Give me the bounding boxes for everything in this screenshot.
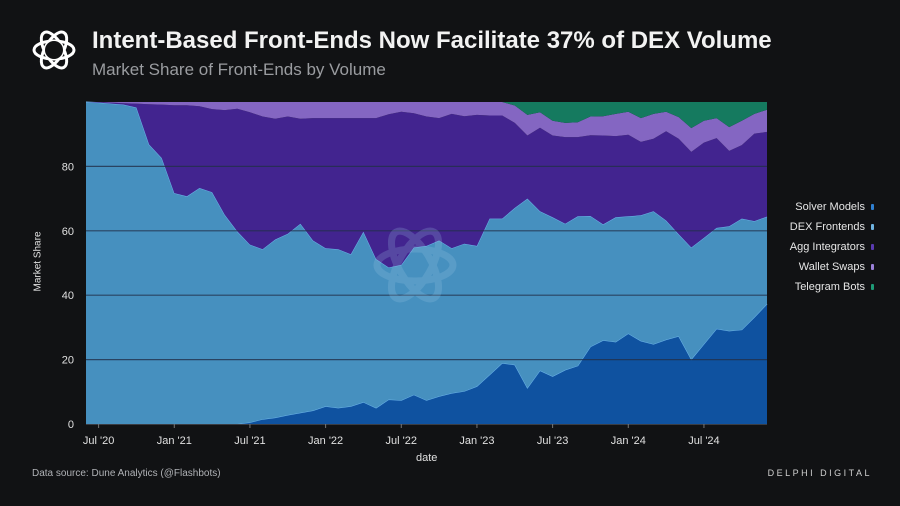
legend: Solver Models DEX Frontends Agg Integrat… <box>790 197 874 297</box>
legend-swatch <box>871 224 874 231</box>
chart-subtitle: Market Share of Front-Ends by Volume <box>92 60 386 79</box>
area-agg-integrators <box>86 102 767 268</box>
areas <box>85 101 768 425</box>
y-tick-label: 40 <box>62 290 74 302</box>
x-tick-label: Jul '21 <box>234 435 265 447</box>
x-axis-label: date <box>416 452 438 464</box>
x-tick-label: Jan '22 <box>308 435 343 447</box>
x-tick-label: Jan '23 <box>459 435 494 447</box>
area-wallet-swaps <box>86 102 767 152</box>
legend-swatch <box>871 284 874 291</box>
x-axis-ticks: Jul '20 Jan '21 Jul '21 Jan '22 Jul '22 Jan '… <box>83 424 720 447</box>
area-telegram-bots <box>86 102 767 129</box>
x-tick-label: Jan '24 <box>611 435 646 447</box>
x-tick-label: Jan '21 <box>157 435 192 447</box>
legend-label: Telegram Bots <box>794 281 865 293</box>
y-tick-label: 20 <box>62 355 74 367</box>
legend-label: DEX Frontends <box>789 221 865 233</box>
legend-item-dex-frontends[interactable]: DEX Frontends <box>790 217 874 237</box>
gridlines <box>86 165 767 425</box>
y-tick-label: 80 <box>62 161 74 173</box>
legend-item-agg-integrators[interactable]: Agg Integrators <box>790 237 874 257</box>
x-tick-label: Jul '20 <box>83 435 114 447</box>
legend-label: Solver Models <box>795 201 865 213</box>
brand-logo-text: DELPHI DIGITAL <box>767 468 872 478</box>
data-source-note: Data source: Dune Analytics (@Flashbots) <box>32 468 221 479</box>
area-solver-models <box>86 303 767 424</box>
legend-label: Agg Integrators <box>789 241 865 253</box>
legend-item-telegram-bots[interactable]: Telegram Bots <box>790 277 874 297</box>
legend-swatch <box>871 204 874 211</box>
y-axis-label: Market Share <box>32 231 44 292</box>
delphi-logo-icon <box>32 30 76 70</box>
legend-swatch <box>871 244 874 251</box>
legend-item-wallet-swaps[interactable]: Wallet Swaps <box>790 257 874 277</box>
legend-swatch <box>871 264 874 271</box>
x-tick-label: Jul '22 <box>386 435 417 447</box>
legend-label: Wallet Swaps <box>798 261 865 273</box>
x-tick-label: Jul '23 <box>537 435 568 447</box>
chart-title: Intent-Based Front-Ends Now Facilitate 3… <box>92 27 772 54</box>
y-tick-label: 0 <box>68 419 74 431</box>
area-dex-frontends <box>86 102 767 424</box>
x-tick-label: Jul '24 <box>688 435 719 447</box>
legend-item-solver-models[interactable]: Solver Models <box>790 197 874 217</box>
y-axis-ticks: 0 20 40 60 80 <box>62 161 74 431</box>
y-tick-label: 60 <box>62 226 74 238</box>
